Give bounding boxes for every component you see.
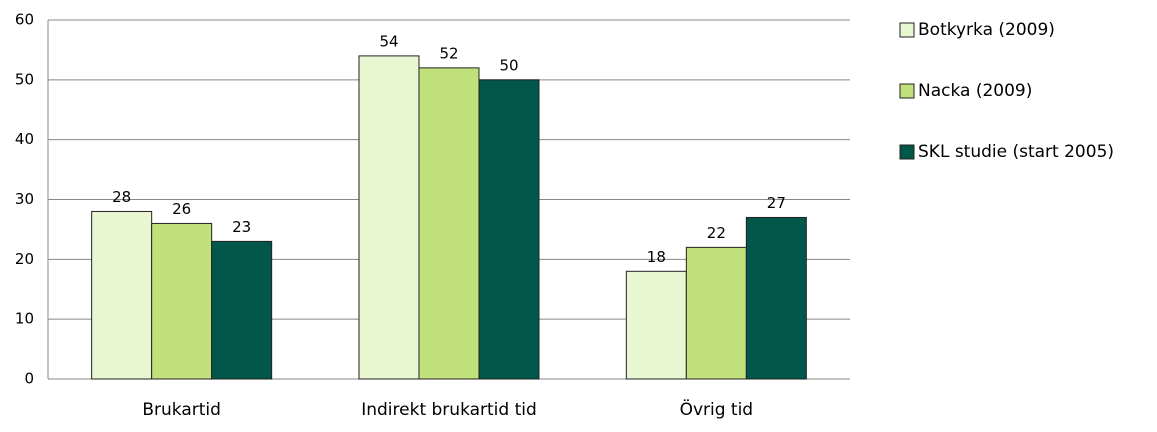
y-tick-label: 20 bbox=[15, 250, 34, 268]
y-tick-label: 10 bbox=[15, 310, 34, 328]
data-label: 50 bbox=[499, 56, 518, 74]
x-tick-label: Brukartid bbox=[142, 400, 221, 420]
bar bbox=[91, 210, 153, 380]
legend-label: Botkyrka (2009) bbox=[918, 20, 1055, 40]
legend-label: SKL studie (start 2005) bbox=[918, 142, 1114, 162]
data-label: 23 bbox=[232, 218, 251, 236]
x-tick-label: Indirekt brukartid tid bbox=[361, 400, 537, 420]
bar bbox=[478, 79, 540, 380]
data-label: 54 bbox=[379, 32, 398, 50]
legend-swatch bbox=[899, 144, 915, 160]
data-label: 27 bbox=[767, 194, 786, 212]
bar bbox=[358, 55, 420, 380]
bar bbox=[625, 270, 687, 380]
data-label: 26 bbox=[172, 200, 191, 218]
data-label: 22 bbox=[707, 224, 726, 242]
bar bbox=[211, 240, 273, 380]
bar bbox=[418, 67, 480, 380]
y-tick-label: 30 bbox=[15, 190, 34, 208]
bar bbox=[685, 246, 747, 380]
x-tick-label: Övrig tid bbox=[680, 398, 754, 420]
data-label: 52 bbox=[439, 44, 458, 62]
data-label: 18 bbox=[647, 248, 666, 266]
bar bbox=[151, 222, 213, 380]
data-label: 28 bbox=[112, 188, 131, 206]
y-tick-label: 50 bbox=[15, 70, 34, 88]
y-tick-label: 0 bbox=[24, 370, 34, 388]
legend-swatch bbox=[899, 83, 915, 99]
y-tick-label: 40 bbox=[15, 130, 34, 148]
legend-swatch bbox=[899, 22, 915, 38]
bar bbox=[745, 216, 807, 380]
y-tick-label: 60 bbox=[15, 11, 34, 29]
legend-label: Nacka (2009) bbox=[918, 81, 1032, 101]
